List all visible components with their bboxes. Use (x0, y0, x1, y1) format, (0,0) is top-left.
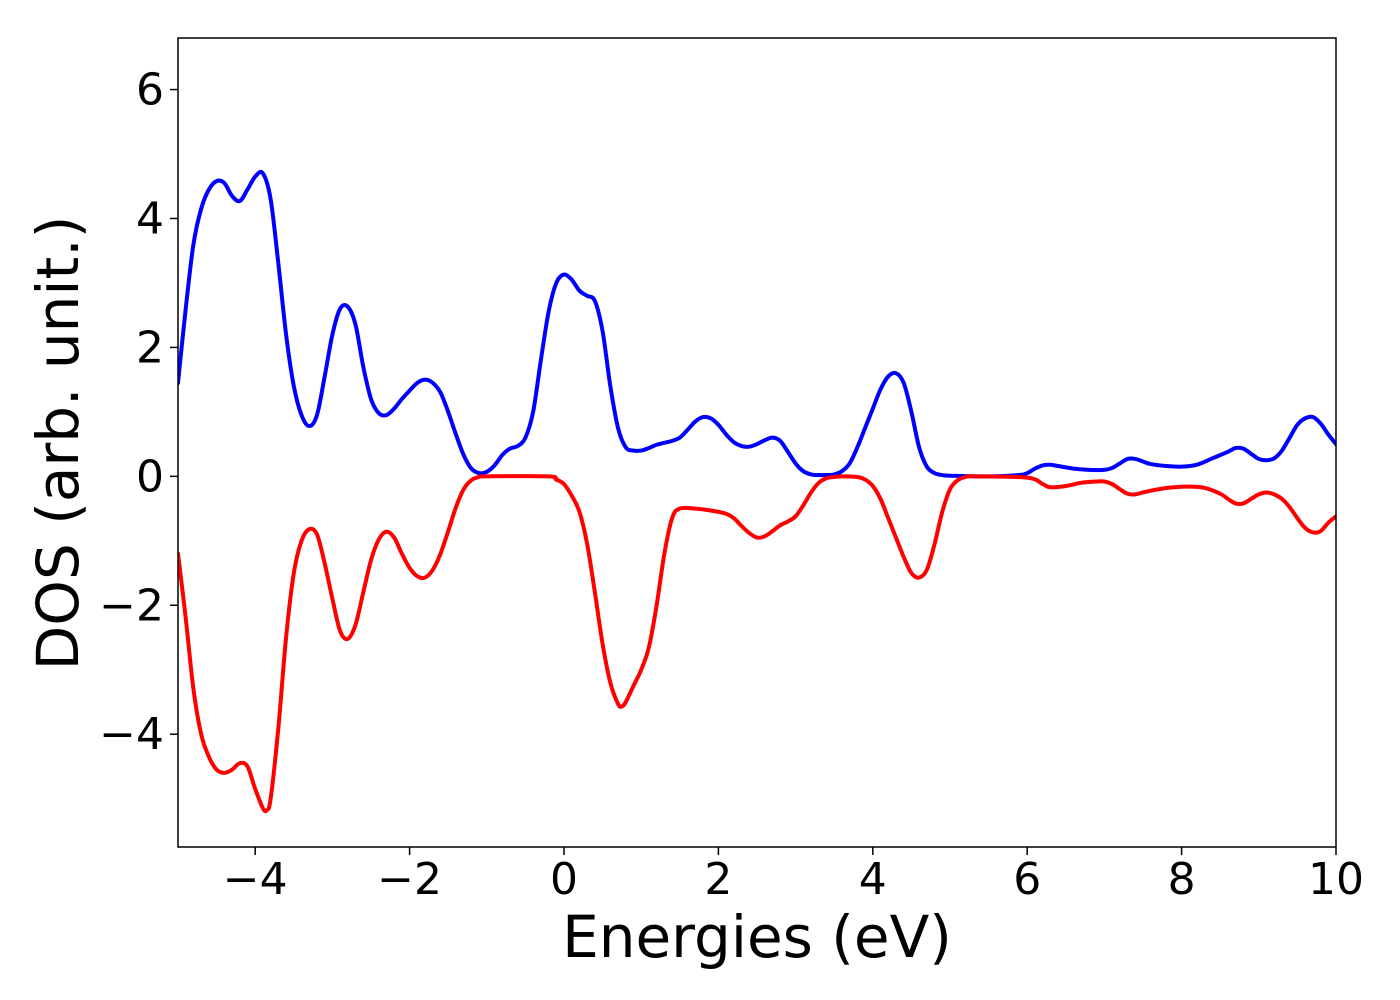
x-axis-ticks: −4 −2 0 2 4 6 8 10 (223, 847, 1364, 905)
y-axis-ticks: −4 −2 0 2 4 6 (99, 65, 178, 760)
y-tick-label: 2 (136, 322, 164, 373)
y-tick-label: −2 (99, 580, 164, 631)
y-tick-label: −4 (99, 709, 164, 760)
x-tick-label: 6 (1013, 854, 1041, 905)
y-tick-label: 6 (136, 65, 164, 116)
x-tick-label: −4 (223, 854, 288, 905)
x-tick-label: −2 (377, 854, 442, 905)
series-layer (178, 169, 1336, 814)
series-line-2 (178, 474, 1336, 814)
y-axis-label: DOS (arb. unit.) (24, 216, 92, 671)
plot-frame (177, 37, 1337, 848)
x-tick-label: 4 (859, 854, 887, 905)
x-tick-label: 0 (550, 854, 578, 905)
x-axis-label: Energies (eV) (562, 903, 952, 971)
y-tick-label: 4 (136, 193, 164, 244)
series-line-1 (178, 169, 1336, 479)
x-tick-label: 2 (704, 854, 732, 905)
y-tick-label: 0 (136, 451, 164, 502)
x-tick-label: 10 (1308, 854, 1364, 905)
x-tick-label: 8 (1168, 854, 1196, 905)
